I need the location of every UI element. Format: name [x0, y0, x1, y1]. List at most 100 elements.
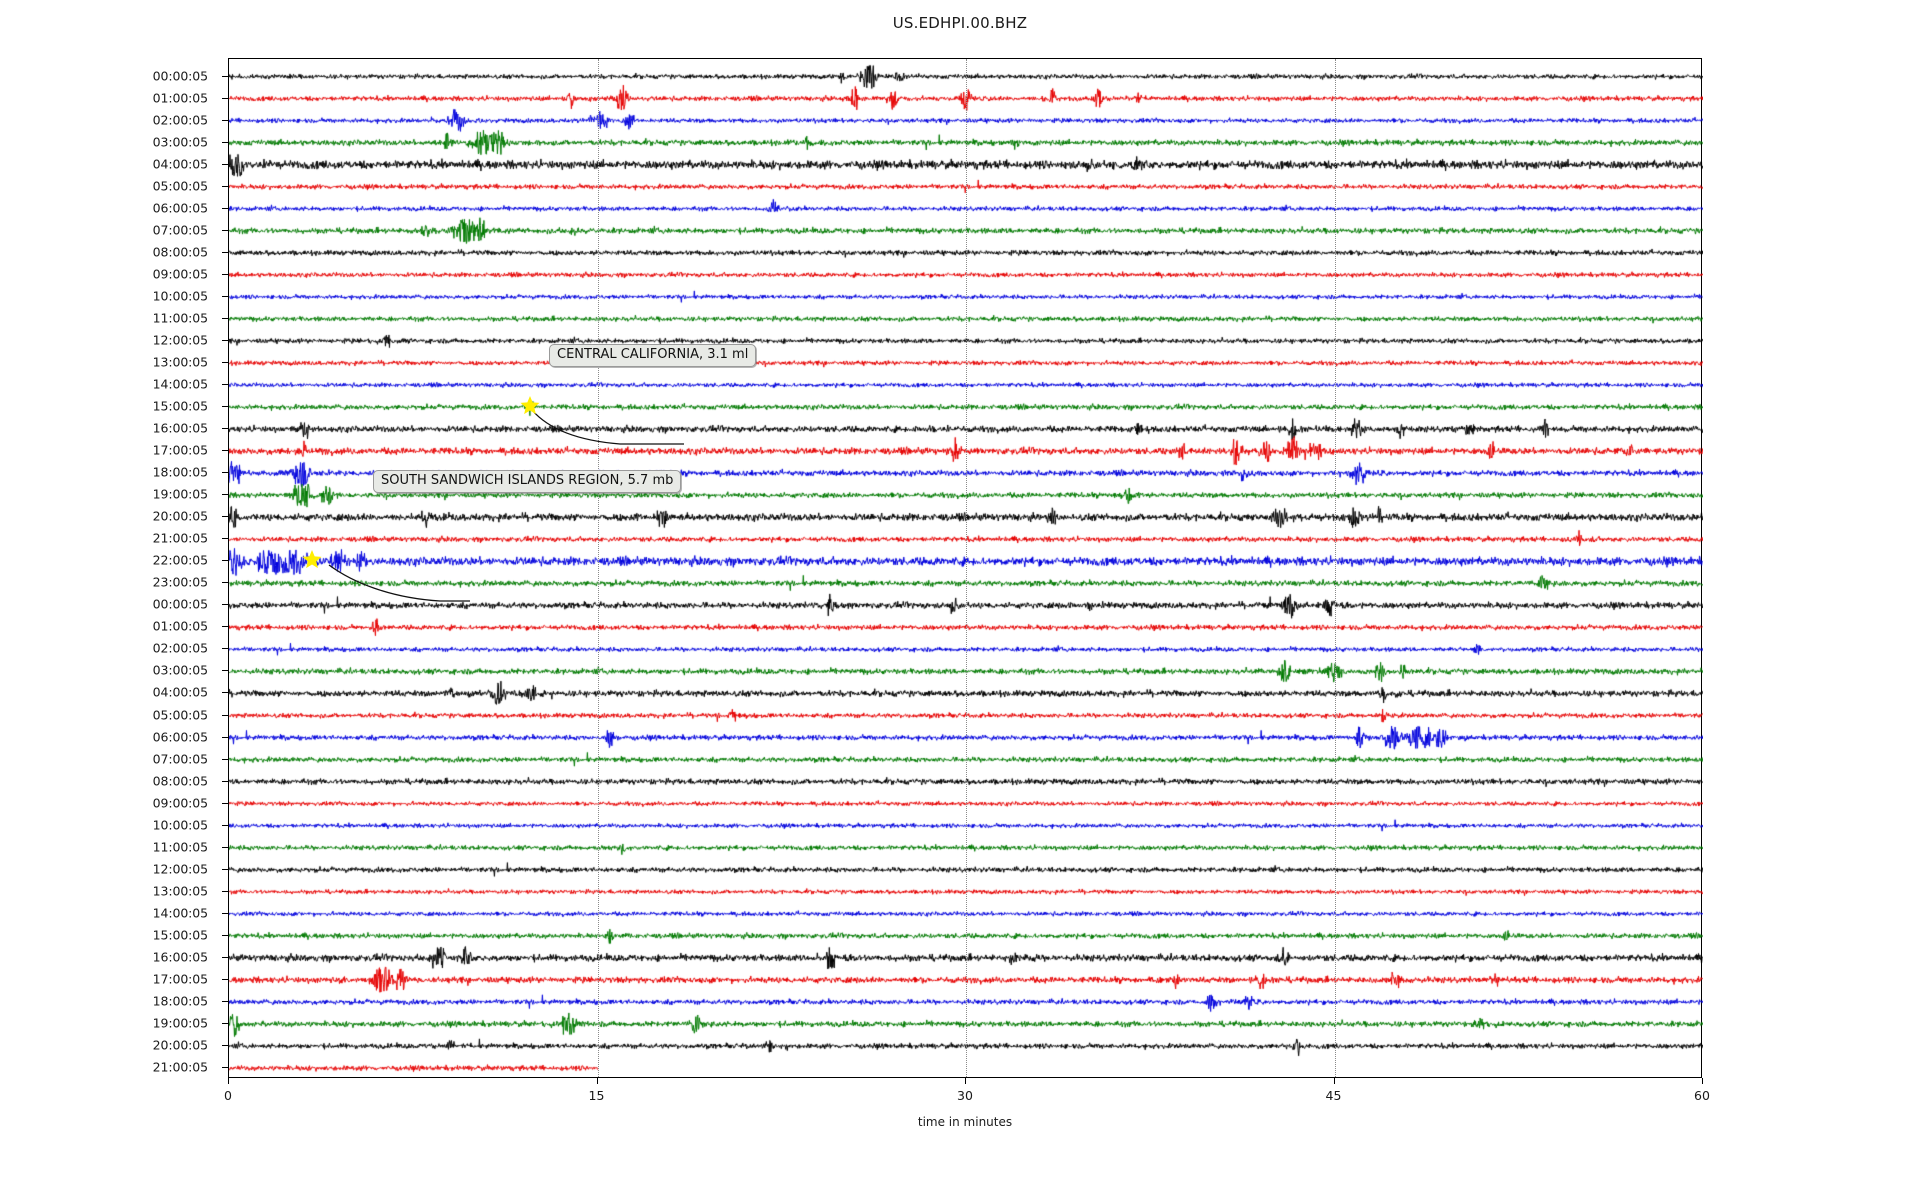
y-axis-tick-mark [222, 626, 229, 628]
y-axis-tick-mark [222, 406, 229, 408]
y-axis-tick-mark [222, 538, 229, 540]
y-axis-tick-label: 00:00:05 [152, 596, 208, 612]
y-axis-tick-label: 08:00:05 [152, 244, 208, 260]
y-axis-tick-label: 08:00:05 [152, 773, 208, 789]
x-axis-tick-label: 0 [224, 1088, 232, 1103]
y-axis-tick-mark [222, 1067, 229, 1069]
y-axis-tick-label: 04:00:05 [152, 156, 208, 172]
y-axis-tick-mark [222, 1022, 229, 1024]
y-axis-tick-mark [222, 1000, 229, 1002]
y-axis-tick-mark [222, 978, 229, 980]
y-axis-tick-mark [222, 163, 229, 165]
y-axis-tick-mark [222, 207, 229, 209]
y-axis-tick-label: 12:00:05 [152, 332, 208, 348]
y-axis-tick-label: 07:00:05 [152, 222, 208, 238]
y-axis-tick-label: 23:00:05 [152, 574, 208, 590]
y-axis-tick-label: 19:00:05 [152, 486, 208, 502]
y-axis-tick-label: 01:00:05 [152, 90, 208, 106]
y-axis-tick-label: 06:00:05 [152, 200, 208, 216]
y-axis-tick-label: 04:00:05 [152, 684, 208, 700]
y-axis-tick-label: 21:00:05 [152, 530, 208, 546]
y-axis-tick-mark [222, 956, 229, 958]
y-axis-tick-mark [222, 736, 229, 738]
y-axis-tick-mark [222, 604, 229, 606]
gridline-vertical [1334, 59, 1336, 1077]
y-axis-tick-mark [222, 383, 229, 385]
y-axis-tick-label: 14:00:05 [152, 905, 208, 921]
y-axis-tick-label: 01:00:05 [152, 618, 208, 634]
y-axis-tick-mark [222, 714, 229, 716]
y-axis-tick-label: 15:00:05 [152, 927, 208, 943]
y-axis-tick-mark [222, 868, 229, 870]
y-axis-tick-label: 07:00:05 [152, 751, 208, 767]
y-axis-tick-label: 05:00:05 [152, 707, 208, 722]
y-axis-tick-label: 17:00:05 [152, 971, 208, 987]
y-axis-tick-label: 09:00:05 [152, 795, 208, 811]
x-axis-tick-mark [228, 1078, 229, 1084]
y-axis-tick-mark [222, 317, 229, 319]
y-axis-tick-label: 14:00:05 [152, 376, 208, 392]
x-axis-tick-mark [965, 1078, 966, 1084]
y-axis-tick-mark [222, 119, 229, 121]
y-axis-tick-mark [222, 912, 229, 914]
y-axis-tick-mark [222, 494, 229, 496]
page-title: US.EDHPI.00.BHZ [892, 14, 1028, 32]
y-axis-tick-label: 15:00:05 [152, 398, 208, 414]
y-axis-tick-label: 03:00:05 [152, 134, 208, 150]
y-axis-tick-label: 11:00:05 [152, 839, 208, 855]
y-axis-tick-label: 22:00:05 [152, 552, 208, 568]
y-axis-tick-label: 21:00:05 [152, 1059, 208, 1075]
x-axis-label: time in minutes [917, 1115, 1013, 1129]
y-axis-tick-mark [222, 824, 229, 826]
y-axis-tick-label: 13:00:05 [152, 883, 208, 899]
y-axis-tick-mark [222, 75, 229, 77]
y-axis-tick-mark [222, 1045, 229, 1047]
y-axis-tick-mark [222, 802, 229, 804]
y-axis-tick-mark [222, 251, 229, 253]
y-axis-tick-mark [222, 295, 229, 297]
y-axis-tick-mark [222, 339, 229, 341]
y-axis-tick-label: 11:00:05 [152, 310, 208, 326]
y-axis-tick-mark [222, 472, 229, 474]
y-axis-tick-mark [222, 97, 229, 99]
y-axis-tick-mark [222, 141, 229, 143]
y-axis-tick-label: 03:00:05 [152, 662, 208, 678]
y-axis-tick-mark [222, 450, 229, 452]
y-axis-tick-label: 00:00:05 [152, 68, 208, 83]
y-axis-tick-mark [222, 670, 229, 672]
y-axis-tick-label: 13:00:05 [152, 354, 208, 370]
x-axis-tick-label: 45 [1325, 1088, 1342, 1103]
x-axis-tick-mark [596, 1078, 598, 1084]
y-axis-tick-mark [222, 428, 229, 430]
x-axis-tick-label: 30 [957, 1088, 973, 1103]
plot-axes [228, 58, 1703, 1079]
y-axis-tick-mark [222, 648, 229, 650]
y-axis-tick-mark [222, 560, 229, 562]
y-axis-tick-mark [222, 516, 229, 518]
y-axis-tick-label: 10:00:05 [152, 288, 208, 304]
y-axis-tick-label: 16:00:05 [152, 420, 208, 436]
y-axis-tick-mark [222, 361, 229, 363]
y-axis-tick-mark [222, 185, 229, 187]
y-axis-tick-label: 19:00:05 [152, 1015, 208, 1031]
y-axis-tick-mark [222, 273, 229, 275]
gridline-vertical [597, 59, 599, 1077]
y-axis-tick-mark [222, 890, 229, 892]
y-axis-tick-mark [222, 758, 229, 760]
y-axis-tick-label: 05:00:05 [152, 178, 208, 194]
y-axis-tick-label: 10:00:05 [152, 817, 208, 833]
event-annotation-south-sandwich-islands[interactable]: SOUTH SANDWICH ISLANDS REGION, 5.7 mb [373, 470, 682, 494]
y-axis-tick-mark [222, 846, 229, 848]
y-axis-tick-label: 18:00:05 [152, 464, 208, 480]
y-axis-tick-label: 06:00:05 [152, 729, 208, 745]
x-axis-tick-label: 60 [1694, 1088, 1710, 1103]
x-axis-tick-mark [1333, 1078, 1335, 1084]
gridline-vertical [966, 59, 967, 1077]
y-axis-tick-mark [222, 229, 229, 231]
x-axis-tick-label: 15 [588, 1088, 605, 1103]
y-axis-tick-label: 02:00:05 [152, 640, 208, 656]
y-axis-tick-label: 02:00:05 [152, 112, 208, 128]
event-annotation-central-california[interactable]: CENTRAL CALIFORNIA, 3.1 ml [549, 344, 757, 368]
x-axis-tick-mark [1702, 1078, 1703, 1084]
